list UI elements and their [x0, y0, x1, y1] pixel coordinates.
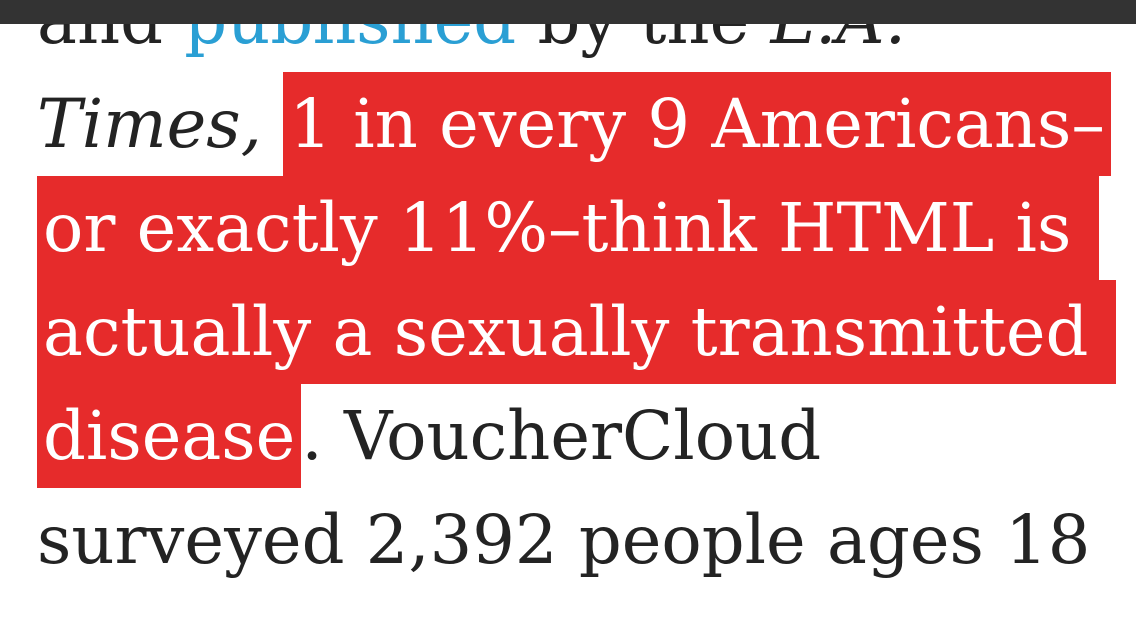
article-text: and published by the L.A. Times, 1 in eve…: [37, 0, 1116, 592]
text-line: disease. VoucherCloud: [37, 384, 1116, 488]
highlight-text: 1 in every 9 Americans–: [283, 72, 1111, 176]
body-text: . VoucherCloud: [301, 397, 822, 475]
italic-text: Times,: [37, 85, 262, 163]
text-line: surveyed 2,392 people ages 18: [37, 488, 1116, 592]
highlight-text: disease: [37, 384, 302, 488]
body-text: [262, 85, 283, 163]
highlight-text: or exactly 11%–think HTML is: [37, 176, 1099, 280]
text-line: actually a sexually transmitted: [37, 280, 1116, 384]
paragraph: and published by the L.A. Times, 1 in eve…: [37, 0, 1116, 592]
highlight-text: actually a sexually transmitted: [37, 280, 1116, 384]
text-line: or exactly 11%–think HTML is: [37, 176, 1116, 280]
body-text: surveyed 2,392 people ages 18: [37, 501, 1091, 579]
top-dark-bar: [0, 0, 1136, 24]
text-line: Times, 1 in every 9 Americans–: [37, 72, 1116, 176]
